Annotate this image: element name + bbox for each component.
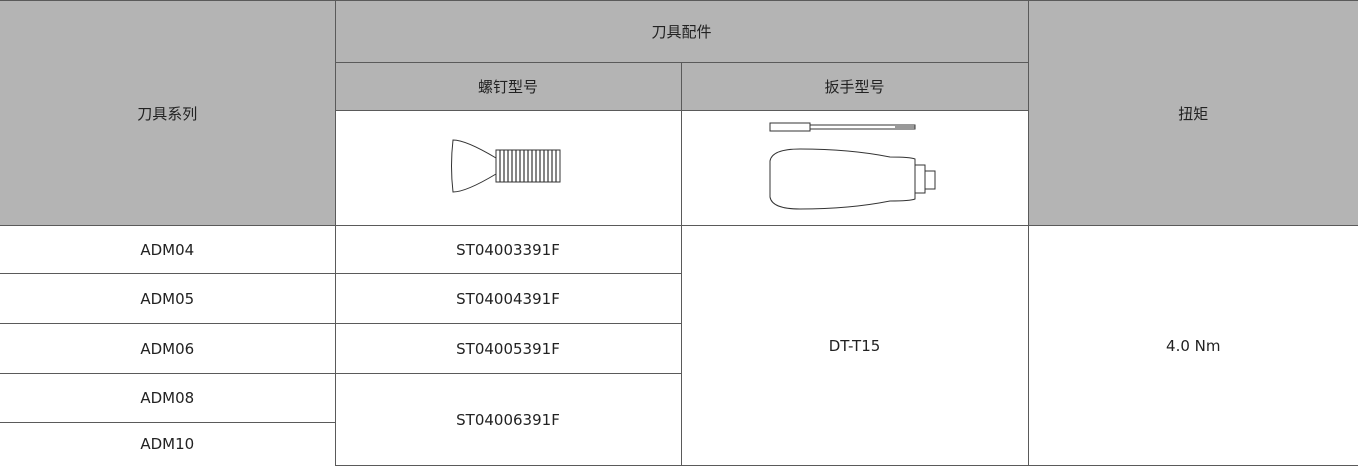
screw-icon — [451, 139, 561, 193]
screw-cell: ST04006391F — [334, 373, 682, 466]
series-cell: ADM04 — [0, 225, 336, 274]
image-cell — [680, 110, 1029, 226]
torque-cell: 4.0 Nm — [1027, 225, 1358, 466]
image-cell — [334, 110, 682, 226]
screw-cell: ST04004391F — [334, 273, 682, 324]
series-cell: ADM06 — [0, 323, 336, 374]
series-cell: ADM10 — [0, 422, 336, 466]
screw-cell: ST04005391F — [334, 323, 682, 374]
header-cell: 螺钉型号 — [334, 62, 682, 111]
header-cell: 刀具系列 — [0, 0, 336, 226]
wrench-cell: DT-T15 — [680, 225, 1029, 466]
header-cell: 扳手型号 — [680, 62, 1029, 111]
header-cell: 扭矩 — [1027, 0, 1358, 226]
series-cell: ADM08 — [0, 373, 336, 423]
wrench-icon — [769, 122, 935, 210]
header-cell: 刀具配件 — [334, 0, 1029, 63]
series-cell: ADM05 — [0, 273, 336, 324]
screw-cell: ST04003391F — [334, 225, 682, 274]
